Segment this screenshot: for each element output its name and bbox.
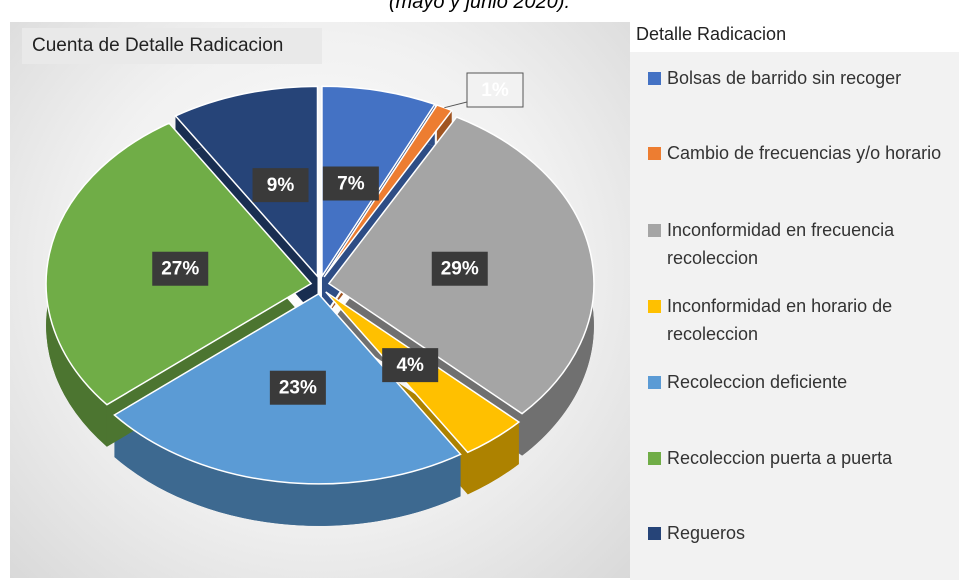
legend-title: Detalle Radicacion [630,16,959,52]
legend-label: Recoleccion deficiente [667,372,848,392]
slice [323,104,453,278]
legend-swatch [648,224,661,237]
data-label: 9% [267,175,295,196]
legend-item: Inconformidad en horario de recoleccion [648,292,959,348]
data-label-box [252,168,309,203]
legend-swatch [648,300,661,313]
data-label: 23% [279,378,317,399]
slice-side [114,414,461,526]
data-label: 1% [481,80,509,101]
data-label-box [431,251,488,286]
legend-label: Bolsas de barrido sin recoger [667,68,902,88]
legend-label: Regueros [667,523,746,543]
data-label: 4% [396,355,424,376]
data-label-box [322,166,379,201]
page-title: (mayo y junio 2020). [388,0,571,13]
slice [174,85,319,279]
legend-item: Recoleccion deficiente [648,368,959,396]
legend-swatch [648,452,661,465]
legend-item: Regueros [648,519,959,547]
legend-label: Inconformidad en horario de recoleccion [667,296,893,344]
legend-swatch [648,527,661,540]
slice-side [467,421,519,495]
legend-swatch [648,376,661,389]
data-label: 29% [441,259,479,280]
legend-label: Cambio de frecuencias y/o horario [667,143,942,163]
data-label-box [382,348,439,383]
legend-item: Bolsas de barrido sin recoger [648,64,959,92]
data-label: 7% [337,174,365,195]
data-label-box [269,370,326,405]
chart-title: Cuenta de Detalle Radicacion [22,28,322,64]
legend-item: Inconformidad en frecuencia recoleccion [648,216,959,272]
legend-item: Cambio de frecuencias y/o horario [648,139,959,167]
legend-label: Recoleccion puerta a puerta [667,448,893,468]
legend: Detalle Radicacion Bolsas de barrido sin… [630,16,959,580]
legend-swatch [648,72,661,85]
data-label-box [466,72,524,108]
legend-label: Inconformidad en frecuencia recoleccion [667,220,895,268]
legend-swatch [648,147,661,160]
leader-line [444,90,468,109]
data-label-box [152,251,209,286]
legend-item: Recoleccion puerta a puerta [648,444,959,472]
data-label: 27% [161,259,199,280]
